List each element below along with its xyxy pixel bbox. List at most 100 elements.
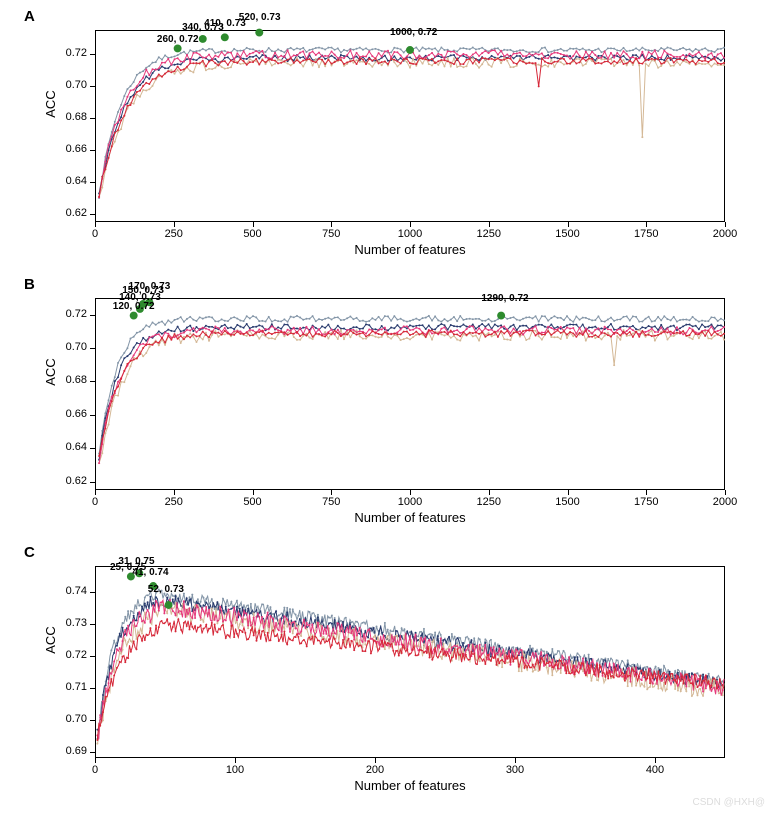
- series-marker: [425, 336, 427, 338]
- series-marker: [161, 590, 163, 592]
- series-marker: [286, 626, 288, 628]
- series-marker: [129, 89, 131, 91]
- series-marker: [717, 325, 719, 327]
- series-line: [99, 55, 724, 194]
- series-marker: [290, 64, 292, 66]
- series-marker: [286, 611, 288, 613]
- series-marker: [123, 115, 125, 117]
- series-marker: [135, 619, 137, 621]
- series-marker: [136, 94, 138, 96]
- series-marker: [258, 50, 260, 52]
- series-marker: [305, 59, 307, 61]
- series-marker: [440, 333, 442, 335]
- series-marker: [610, 317, 612, 319]
- series-marker: [466, 318, 468, 320]
- series-marker: [420, 631, 422, 633]
- series-marker: [340, 319, 342, 321]
- series-marker: [189, 325, 191, 327]
- series-marker: [582, 48, 584, 50]
- series-marker: [710, 338, 712, 340]
- series-marker: [409, 653, 411, 655]
- x-tick-mark: [375, 758, 376, 763]
- series-marker: [478, 325, 480, 327]
- series-marker: [431, 320, 433, 322]
- series-marker: [648, 325, 650, 327]
- series-marker: [287, 49, 289, 51]
- series-marker: [525, 329, 527, 331]
- series-marker: [202, 57, 204, 59]
- y-axis-label: ACC: [43, 332, 58, 412]
- series-marker: [230, 334, 232, 336]
- series-marker: [543, 660, 545, 662]
- series-marker: [362, 338, 364, 340]
- series-marker: [208, 603, 210, 605]
- series-marker: [315, 333, 317, 335]
- series-marker: [638, 329, 640, 331]
- series-marker: [415, 632, 417, 634]
- series-marker: [356, 329, 358, 331]
- series-marker: [280, 62, 282, 64]
- series-marker: [186, 66, 188, 68]
- series-marker: [445, 655, 447, 657]
- series-marker: [629, 334, 631, 336]
- series-marker: [318, 66, 320, 68]
- series-marker: [378, 49, 380, 51]
- series-marker: [249, 61, 251, 63]
- series-marker: [698, 337, 700, 339]
- series-marker: [216, 622, 218, 624]
- series-marker: [293, 336, 295, 338]
- series-marker: [368, 334, 370, 336]
- series-marker: [239, 623, 241, 625]
- series-marker: [180, 335, 182, 337]
- series-marker: [189, 599, 191, 601]
- series-marker: [202, 318, 204, 320]
- series-marker: [216, 601, 218, 603]
- series-marker: [102, 694, 104, 696]
- series-marker: [117, 362, 119, 364]
- series-marker: [648, 65, 650, 67]
- series-marker: [522, 61, 524, 63]
- series-marker: [155, 612, 157, 614]
- series-marker: [488, 329, 490, 331]
- series-marker: [302, 66, 304, 68]
- series-marker: [488, 64, 490, 66]
- series-marker: [261, 54, 263, 56]
- series-marker: [594, 337, 596, 339]
- y-tick-label: 0.72: [53, 308, 87, 320]
- series-marker: [679, 332, 681, 334]
- annotation-marker: [255, 29, 263, 37]
- series-marker: [287, 334, 289, 336]
- series-marker: [164, 331, 166, 333]
- series-marker: [509, 339, 511, 341]
- series-marker: [230, 327, 232, 329]
- series-marker: [434, 328, 436, 330]
- series-marker: [272, 613, 274, 615]
- series-marker: [677, 690, 679, 692]
- series-marker: [566, 337, 568, 339]
- series-marker: [371, 330, 373, 332]
- series-marker: [679, 319, 681, 321]
- series-marker: [170, 64, 172, 66]
- series-marker: [278, 614, 280, 616]
- series-marker: [604, 321, 606, 323]
- series-marker: [283, 51, 285, 53]
- series-marker: [563, 319, 565, 321]
- series-marker: [671, 679, 673, 681]
- series-marker: [136, 74, 138, 76]
- series-marker: [541, 52, 543, 54]
- series-marker: [172, 626, 174, 628]
- series-marker: [114, 124, 116, 126]
- series-marker: [629, 319, 631, 321]
- series-marker: [582, 663, 584, 665]
- series-marker: [133, 354, 135, 356]
- series-marker: [500, 330, 502, 332]
- y-tick-mark: [90, 415, 95, 416]
- series-marker: [494, 320, 496, 322]
- series-marker: [152, 68, 154, 70]
- series-marker: [189, 329, 191, 331]
- series-marker: [660, 680, 662, 682]
- series-marker: [717, 53, 719, 55]
- series-marker: [535, 335, 537, 337]
- series-marker: [654, 340, 656, 342]
- series-marker: [396, 51, 398, 53]
